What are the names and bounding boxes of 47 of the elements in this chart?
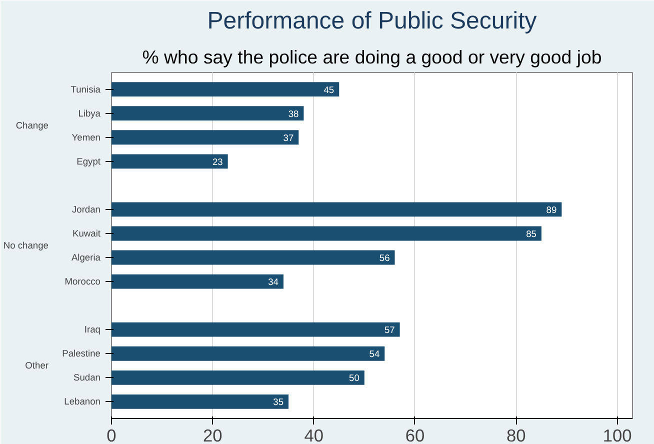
x-tick-label: 60	[405, 426, 425, 444]
chart-subtitle: % who say the police are doing a good or very good job	[142, 46, 602, 68]
data-label: 23	[212, 156, 223, 167]
data-label: 85	[526, 228, 536, 239]
chart-title: Performance of Public Security	[207, 8, 537, 34]
data-label: 37	[283, 132, 294, 143]
data-label: 45	[324, 84, 334, 95]
bar	[112, 82, 340, 97]
x-tick-label: 40	[304, 426, 324, 444]
bar	[112, 154, 228, 169]
y-tick-label: Egypt	[76, 156, 101, 166]
data-label: 38	[288, 108, 299, 119]
bar	[112, 202, 562, 217]
y-tick-label: Jordan	[72, 204, 101, 214]
x-tick-label: 100	[602, 426, 632, 444]
bar	[112, 346, 385, 361]
data-label: 54	[369, 349, 380, 360]
data-label: 89	[546, 204, 557, 215]
x-tick-label: 20	[203, 426, 222, 444]
text: No change	[3, 240, 49, 250]
y-tick-label: Iraq	[84, 324, 101, 335]
text: Other	[25, 360, 49, 371]
data-label: 50	[349, 373, 360, 384]
bar	[112, 274, 284, 289]
y-tick-label: Algeria	[71, 252, 102, 263]
y-tick-label: Sudan	[74, 372, 101, 383]
data-label: 34	[268, 277, 278, 288]
bar	[112, 130, 299, 145]
y-tick-label: Libya	[78, 108, 102, 118]
y-tick-label: Kuwait	[72, 228, 101, 238]
y-tick-label: Palestine	[62, 348, 100, 359]
y-tick-label: Lebanon	[64, 396, 101, 407]
y-tick-label: Tunisia	[70, 84, 102, 94]
text: Change	[16, 120, 49, 130]
x-tick-label: 80	[506, 426, 526, 444]
bar	[112, 322, 400, 337]
data-label: 56	[379, 253, 390, 264]
data-label: 35	[273, 397, 284, 408]
data-label: 57	[384, 325, 395, 336]
bar	[112, 250, 395, 265]
x-tick-label: 0	[106, 426, 116, 444]
y-tick-label: Yemen	[72, 132, 101, 142]
bar	[112, 106, 304, 121]
bar	[112, 226, 542, 241]
bar	[112, 394, 289, 409]
bar	[112, 370, 364, 385]
y-tick-label: Morocco	[64, 276, 101, 287]
